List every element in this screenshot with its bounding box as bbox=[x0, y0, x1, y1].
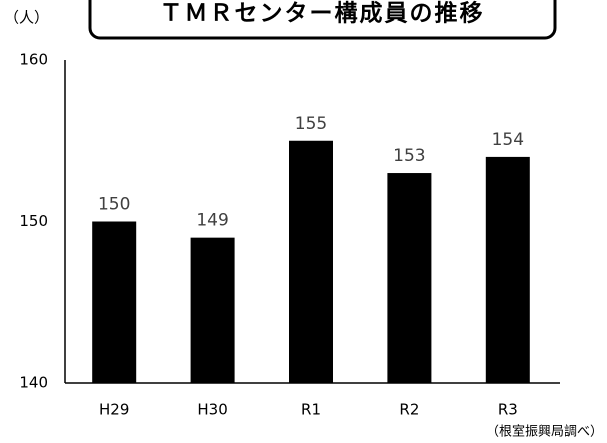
y-tick-label: 150 bbox=[19, 212, 48, 230]
data-label: 155 bbox=[295, 114, 327, 134]
bar bbox=[190, 237, 235, 383]
title-box bbox=[88, 0, 557, 40]
source: （根室振興局調べ） bbox=[486, 424, 603, 440]
data-label: 154 bbox=[492, 130, 524, 150]
x-tick-label: H29 bbox=[99, 401, 129, 419]
x-tick-label: R1 bbox=[301, 401, 321, 419]
y-axis-label: （人） bbox=[4, 9, 49, 27]
data-label: 150 bbox=[98, 195, 130, 215]
x-tick-label: R3 bbox=[498, 401, 518, 419]
y-tick-label: 160 bbox=[19, 51, 48, 69]
bar bbox=[387, 173, 432, 383]
bar bbox=[92, 221, 137, 383]
bar bbox=[485, 156, 530, 383]
x-tick-label: H30 bbox=[197, 401, 227, 419]
bar bbox=[289, 140, 333, 383]
data-label: 149 bbox=[196, 211, 228, 231]
x-tick-label: R2 bbox=[399, 401, 419, 419]
y-tick-label: 140 bbox=[19, 374, 48, 392]
chart-title: ＴＭＲセンター構成員の推移 bbox=[160, 1, 485, 27]
data-label: 153 bbox=[393, 146, 425, 166]
